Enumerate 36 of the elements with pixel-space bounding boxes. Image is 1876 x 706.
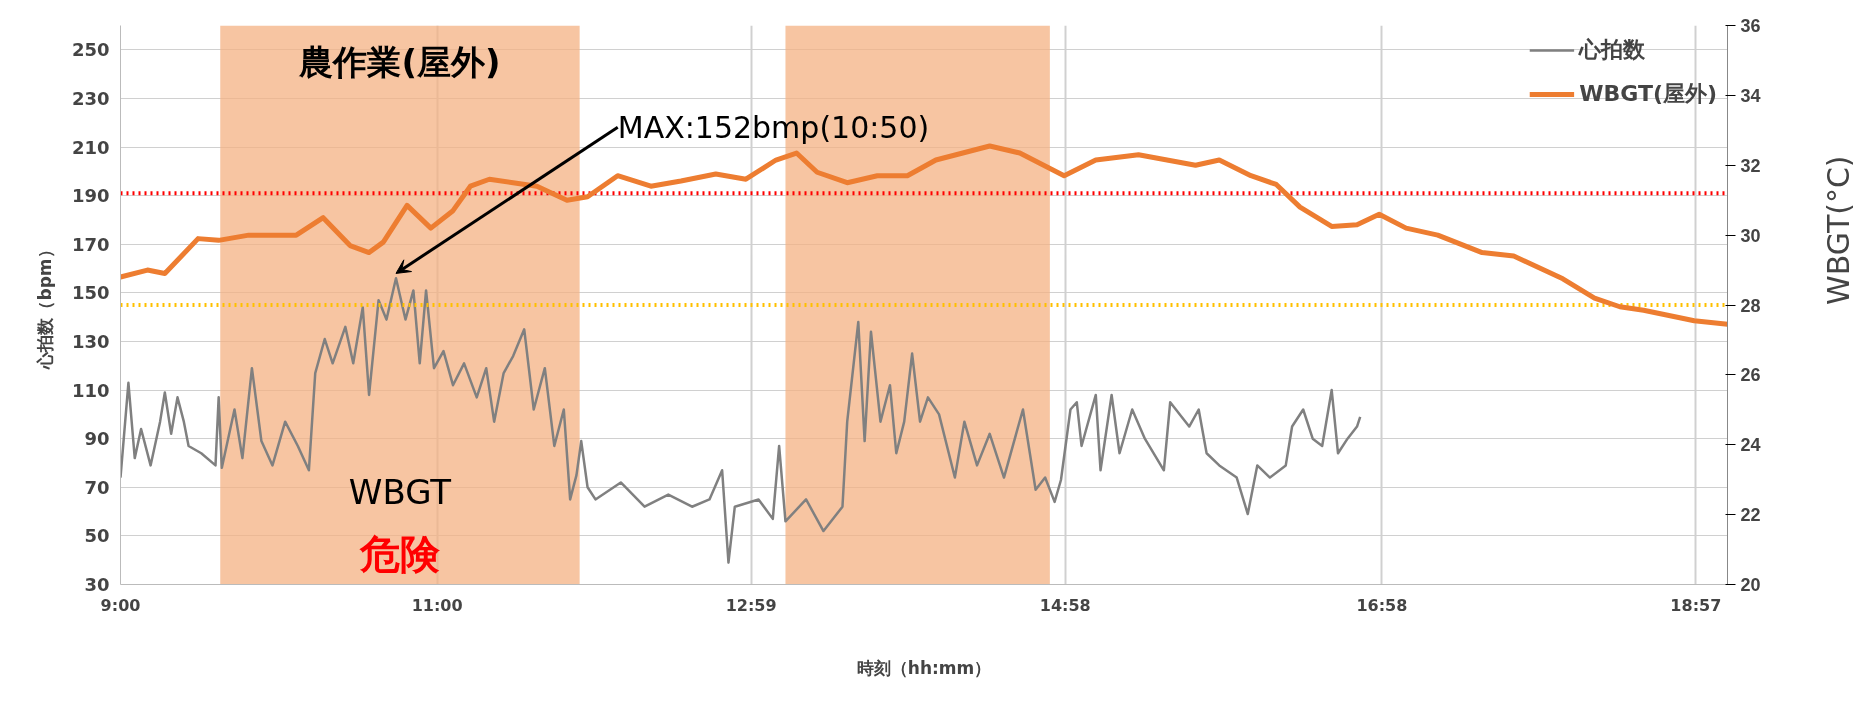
y-tick-label: 190: [71, 185, 110, 207]
x-tick-label: 16:58: [1356, 595, 1408, 615]
y-tick-label: 230: [71, 87, 110, 109]
y-tick-label: 110: [71, 379, 110, 401]
y-tick-label: 250: [71, 39, 110, 61]
y2-tick-label: 36: [1740, 16, 1761, 36]
annotation: 危険: [358, 530, 441, 577]
x-tick-label: 18:57: [1670, 595, 1722, 615]
x-tick-label: 14:58: [1039, 595, 1091, 615]
y2-tick-label: 20: [1740, 575, 1761, 595]
y-tick-label: 150: [71, 282, 110, 304]
y2-tick-label: 34: [1740, 85, 1761, 106]
y2-tick-label: 30: [1740, 225, 1761, 246]
annotation: MAX:152bmp(10:50): [617, 109, 930, 145]
x-axis-title: 時刻（hh:mm）: [856, 657, 992, 678]
x-tick-label: 12:59: [725, 595, 777, 615]
y-tick-label: 90: [84, 428, 110, 450]
y2-tick-label: 26: [1740, 365, 1761, 386]
band-label: 農作業(屋外): [298, 42, 501, 83]
y-tick-label: 70: [84, 476, 110, 498]
y-axis-title: 心拍数（bpm）: [34, 241, 55, 370]
y2-tick-label: 24: [1740, 435, 1761, 456]
legend-label: WBGT(屋外): [1579, 80, 1717, 108]
y-tick-label: 30: [84, 574, 110, 595]
x-tick-label: 11:00: [411, 595, 463, 615]
y2-tick-label: 28: [1740, 295, 1761, 316]
annotation: WBGT: [348, 472, 452, 513]
y-tick-label: 210: [71, 136, 110, 158]
y-tick-label: 130: [71, 330, 110, 352]
y-tick-label: 170: [71, 233, 110, 255]
y-tick-label: 50: [84, 525, 110, 547]
y2-tick-label: 32: [1740, 155, 1761, 176]
y2-axis-title: WBGT(°C): [1821, 155, 1857, 305]
legend-label: 心拍数: [1579, 36, 1646, 64]
x-tick-label: 9:00: [100, 595, 141, 615]
y2-tick-label: 22: [1740, 505, 1761, 526]
